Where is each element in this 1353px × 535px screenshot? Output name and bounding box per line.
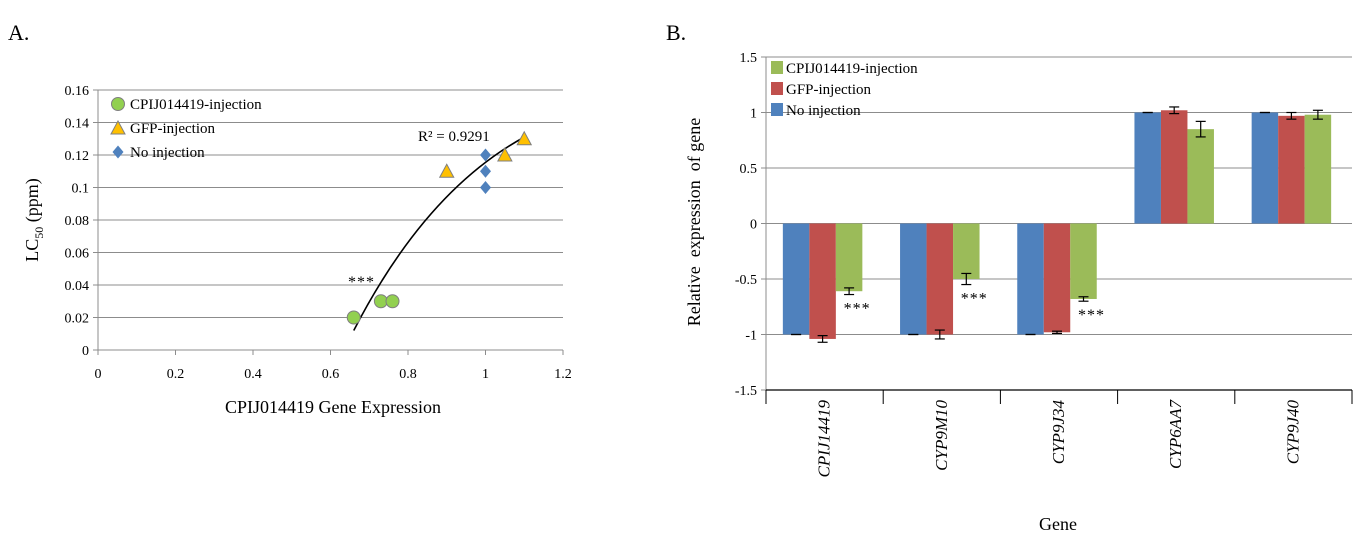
panel-b-legend-label: GFP-injection xyxy=(786,82,871,98)
panel-a-legend-marker xyxy=(110,119,126,135)
panel-b-significance: *** *** *** xyxy=(844,291,1105,325)
panel-b-bar xyxy=(1278,115,1305,224)
panel-a-legend-marker xyxy=(112,145,124,159)
panel-a-y-axis-title: LC50 (ppm) xyxy=(22,178,46,262)
panel-b-legend-swatch xyxy=(771,103,783,116)
panel-b-legend-swatch xyxy=(771,61,783,74)
panel-b-bar xyxy=(1134,112,1161,224)
panel-a-data-point xyxy=(438,163,455,178)
panel-b-y-tick-label: 1.5 xyxy=(740,51,758,66)
panel-a-x-axis-title: CPIJ014419 Gene Expression xyxy=(225,397,441,417)
panel-b-significance-mark: *** xyxy=(1078,307,1105,324)
panel-a-significance: *** xyxy=(348,274,375,291)
panel-b-legend-label: CPIJ014419-injection xyxy=(786,61,918,77)
panel-a: A. 0 0.02 0.04 0.06 0.08 0.1 0.12 0.14 0.16 0 0.2… xyxy=(8,20,572,417)
panel-a-y-tick-label: 0.04 xyxy=(65,279,90,294)
panel-b-y-ticks: 1.5 1 0.5 0 -0.5 -1 -1.5 xyxy=(735,51,757,399)
panel-b-y-tick-label: -1 xyxy=(745,329,757,344)
panel-a-x-tick-label: 0 xyxy=(95,367,102,382)
panel-b-bar xyxy=(1187,129,1214,224)
panel-b-bar xyxy=(1070,223,1097,299)
panel-a-x-tick-label: 1.2 xyxy=(554,367,572,382)
panel-a-y-tick-label: 0.08 xyxy=(65,214,90,229)
panel-a-x-tick-label: 0.2 xyxy=(167,367,185,382)
panel-b-y-tick-label: 0.5 xyxy=(740,162,758,177)
panel-a-trendline xyxy=(353,136,525,331)
panel-a-data-point xyxy=(385,294,400,309)
panel-b-bar xyxy=(782,223,810,335)
panel-b-category-label: CYP9J34 xyxy=(1049,400,1068,465)
panel-a-x-tick-label: 0.6 xyxy=(322,367,340,382)
panel-a-y-tick-label: 0 xyxy=(82,344,89,359)
panel-a-data-point xyxy=(516,130,533,146)
panel-a-y-tick-label: 0.12 xyxy=(65,149,90,164)
panel-b-bar xyxy=(835,223,863,292)
panel-a-y-tick-label: 0.1 xyxy=(72,182,90,197)
panel-a-data-point xyxy=(373,294,388,309)
panel-a-x-tick-label: 1 xyxy=(482,367,489,382)
panel-b-bar xyxy=(809,223,836,339)
panel-a-y-tick-label: 0.06 xyxy=(65,247,90,262)
panel-a-data-point xyxy=(497,146,513,162)
panel-b-category-label: CPIJ14419 xyxy=(815,400,834,478)
panel-a-x-tick-label: 0.8 xyxy=(399,367,417,382)
panel-b-significance-mark: *** xyxy=(961,291,988,308)
panel-a-legend-marker xyxy=(111,97,125,111)
panel-a-gridlines xyxy=(98,89,563,318)
panel-b-y-axis-title: Relative expression of gene xyxy=(684,118,704,326)
panel-a-points xyxy=(346,130,533,325)
panel-a-data-point xyxy=(480,181,491,194)
panel-b-bar xyxy=(926,223,954,335)
panel-b-y-tick-label: -1.5 xyxy=(735,384,757,399)
panel-b-category-labels: CPIJ14419 CYP9M10 CYP9J34 CYP6AA7 CYP9J40 xyxy=(815,399,1303,478)
panel-a-legend-label: GFP-injection xyxy=(130,121,215,137)
panel-b-bars xyxy=(782,110,1332,339)
panel-b-bar xyxy=(900,223,927,335)
panel-b-category-label: CYP6AA7 xyxy=(1166,399,1185,469)
panel-a-y-tick-label: 0.14 xyxy=(65,117,90,132)
panel-b-bar xyxy=(1160,110,1188,224)
panel-a-data-point xyxy=(346,310,361,325)
panel-b-bar xyxy=(1017,223,1044,335)
panel-b-category-label: CYP9J40 xyxy=(1283,400,1302,465)
panel-b-bar xyxy=(1251,112,1279,224)
panel-a-data-point xyxy=(480,164,491,178)
r-squared-label: R² = 0.9291 xyxy=(418,129,490,145)
panel-b-label: B. xyxy=(666,20,686,45)
panel-b-bar xyxy=(1304,114,1332,224)
panel-a-legend-label: CPIJ014419-injection xyxy=(130,97,262,113)
panel-a-legend-label: No injection xyxy=(130,145,205,161)
panel-b-legend-label: No injection xyxy=(786,103,861,119)
panel-b-significance-mark: *** xyxy=(844,301,871,318)
panel-a-label: A. xyxy=(8,20,29,45)
panel-b: B. 1.5 1 0.5 0 -0.5 -1 -1.5 *** *** *** CPIJ1441… xyxy=(666,20,1353,534)
panel-b-y-tick-label: 0 xyxy=(750,218,757,233)
panel-a-axes xyxy=(93,89,564,355)
panel-a-x-ticks: 0 0.2 0.4 0.6 0.8 1 1.2 xyxy=(95,367,572,382)
panel-b-error-bars xyxy=(791,106,1323,343)
panel-b-legend-swatch xyxy=(771,82,783,95)
panel-a-legend: CPIJ014419-injection GFP-injection No inje… xyxy=(110,97,262,161)
panel-a-x-tick-label: 0.4 xyxy=(244,367,262,382)
panel-b-category-label: CYP9M10 xyxy=(932,400,951,471)
panel-b-bar xyxy=(953,223,980,279)
panel-a-y-tick-label: 0.16 xyxy=(65,84,90,99)
panel-a-data-point xyxy=(480,148,491,162)
panel-a-y-tick-label: 0.02 xyxy=(65,312,90,327)
panel-b-y-tick-label: 1 xyxy=(750,107,757,122)
panel-b-x-axis-title: Gene xyxy=(1039,514,1077,534)
panel-b-y-tick-label: -0.5 xyxy=(735,273,757,288)
panel-a-y-ticks: 0 0.02 0.04 0.06 0.08 0.1 0.12 0.14 0.16 xyxy=(65,84,90,359)
panel-b-bar xyxy=(1043,223,1071,333)
panel-b-legend: CPIJ014419-injection GFP-injection No inje… xyxy=(771,61,918,119)
panel-b-axes xyxy=(761,56,1353,404)
